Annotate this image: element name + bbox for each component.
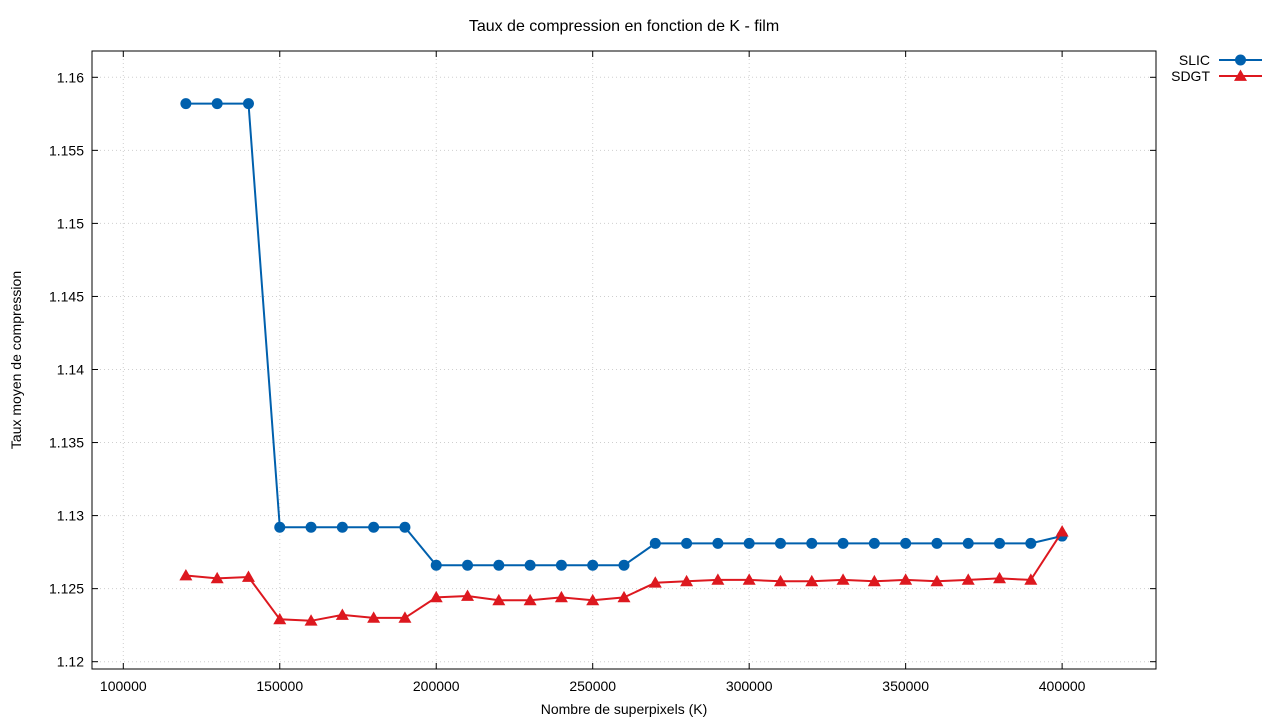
data-point-sdgt xyxy=(930,574,944,587)
data-point-sdgt xyxy=(711,573,725,585)
legend-marker-slic xyxy=(1235,54,1246,66)
data-point-slic xyxy=(336,521,348,533)
data-point-slic xyxy=(368,521,380,533)
data-point-slic xyxy=(180,98,192,110)
data-point-slic xyxy=(242,98,254,110)
data-point-slic xyxy=(774,537,786,549)
data-point-slic xyxy=(524,559,536,571)
data-point-sdgt xyxy=(961,573,975,585)
y-axis-label: Taux moyen de compression xyxy=(8,271,24,449)
data-point-sdgt xyxy=(554,590,568,603)
x-tick-label: 200000 xyxy=(413,678,460,694)
data-point-slic xyxy=(462,559,474,571)
data-point-slic xyxy=(649,537,661,549)
data-point-sdgt xyxy=(179,568,193,581)
legend-label-slic: SLIC xyxy=(1179,52,1210,68)
x-tick-label: 250000 xyxy=(569,678,616,694)
data-point-sdgt xyxy=(617,590,631,603)
y-tick-label: 1.16 xyxy=(57,69,84,85)
data-point-slic xyxy=(712,537,724,549)
data-point-sdgt xyxy=(241,570,255,582)
data-point-slic xyxy=(994,537,1006,549)
data-point-sdgt xyxy=(335,608,349,620)
data-point-slic xyxy=(743,537,755,549)
y-tick-label: 1.125 xyxy=(49,581,84,597)
data-point-slic xyxy=(837,537,849,549)
legend-label-sdgt: SDGT xyxy=(1171,68,1210,84)
data-point-slic xyxy=(931,537,943,549)
data-point-slic xyxy=(555,559,567,571)
series-slic xyxy=(180,98,1068,571)
data-point-slic xyxy=(962,537,974,549)
data-point-slic xyxy=(868,537,880,549)
data-point-sdgt xyxy=(993,571,1007,584)
data-point-slic xyxy=(493,559,505,571)
data-point-sdgt xyxy=(304,614,318,626)
data-point-sdgt xyxy=(492,593,506,606)
x-tick-label: 400000 xyxy=(1039,678,1086,694)
y-tick-label: 1.13 xyxy=(57,508,84,524)
series-sdgt xyxy=(179,525,1069,626)
data-point-sdgt xyxy=(836,573,850,585)
data-point-sdgt xyxy=(899,573,913,585)
series-layer xyxy=(179,98,1069,626)
data-point-sdgt xyxy=(742,573,756,585)
plot-frame xyxy=(91,50,1157,670)
data-point-slic xyxy=(618,559,630,571)
data-point-sdgt xyxy=(523,593,537,606)
data-point-sdgt xyxy=(367,611,381,623)
data-point-slic xyxy=(211,98,223,110)
series-line-slic xyxy=(185,102,1063,567)
x-axis-label: Nombre de superpixels (K) xyxy=(541,701,708,717)
data-point-slic xyxy=(399,521,411,533)
data-point-sdgt xyxy=(867,574,881,587)
data-point-sdgt xyxy=(773,574,787,587)
data-point-slic xyxy=(305,521,317,533)
y-tick-label: 1.135 xyxy=(49,435,84,451)
y-tick-label: 1.145 xyxy=(49,288,84,304)
y-tick-label: 1.12 xyxy=(57,654,84,670)
data-point-sdgt xyxy=(210,571,224,584)
data-point-slic xyxy=(274,521,286,533)
axis-ticks: 100000 150000 200000 250000 300000 350000 4000… xyxy=(49,51,1156,694)
x-tick-label: 350000 xyxy=(882,678,929,694)
data-point-slic xyxy=(430,559,442,571)
data-point-slic xyxy=(681,537,693,549)
chart-title: Taux de compression en fonction de K - f… xyxy=(469,18,779,35)
data-point-sdgt xyxy=(586,593,600,606)
data-point-sdgt xyxy=(398,611,412,623)
data-point-slic xyxy=(900,537,912,549)
data-point-slic xyxy=(587,559,599,571)
data-point-slic xyxy=(806,537,818,549)
y-tick-label: 1.15 xyxy=(57,215,84,231)
data-point-sdgt xyxy=(648,576,662,588)
data-point-sdgt xyxy=(680,574,694,587)
data-point-sdgt xyxy=(273,612,287,625)
x-tick-label: 300000 xyxy=(726,678,773,694)
y-tick-label: 1.14 xyxy=(57,361,84,377)
y-tick-label: 1.155 xyxy=(49,142,84,158)
data-point-sdgt xyxy=(429,590,443,603)
data-point-sdgt xyxy=(805,574,819,587)
series-line-sdgt xyxy=(185,531,1063,622)
data-point-sdgt xyxy=(461,589,475,601)
grid xyxy=(92,51,1156,669)
legend-marker-sdgt xyxy=(1234,69,1247,81)
data-point-sdgt xyxy=(1024,573,1038,585)
data-point-sdgt xyxy=(1055,525,1069,537)
x-tick-label: 150000 xyxy=(256,678,303,694)
data-point-slic xyxy=(1025,537,1037,549)
x-tick-label: 100000 xyxy=(100,678,147,694)
